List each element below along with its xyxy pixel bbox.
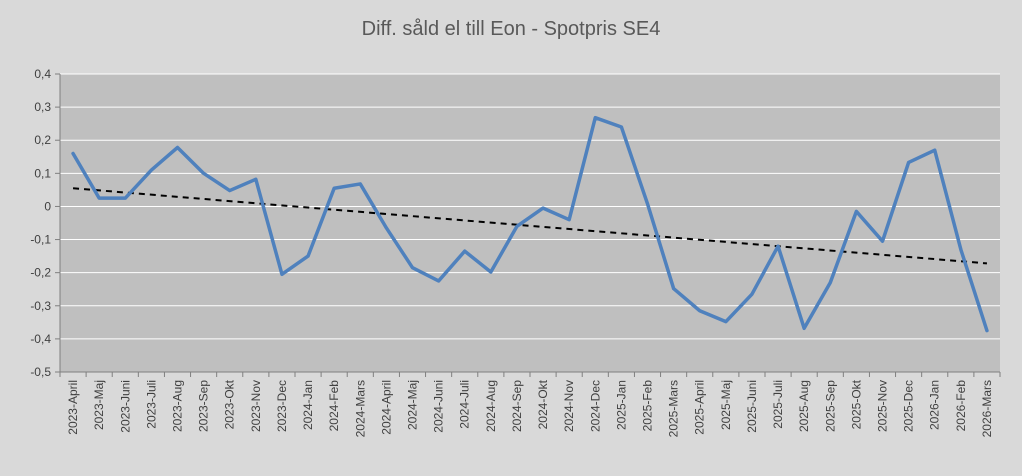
x-tick-label: 2025-Jan [614, 380, 628, 430]
x-tick-label: 2025-Sep [823, 380, 837, 432]
y-tick-label: -0,4 [30, 332, 51, 346]
x-tick-label: 2024-Okt [536, 379, 550, 429]
x-tick-label: 2024-Aug [484, 380, 498, 432]
x-tick-label: 2024-Maj [406, 380, 420, 430]
x-tick-label: 2023-Maj [92, 380, 106, 430]
x-tick-label: 2026-Jan [928, 380, 942, 430]
x-tick-label: 2024-April [379, 380, 393, 435]
x-tick-label: 2025-Okt [849, 379, 863, 429]
y-tick-label: 0,2 [34, 133, 51, 147]
y-tick-label: 0,1 [34, 166, 51, 180]
x-tick-label: 2024-Mars [353, 380, 367, 437]
y-tick-label: -0,1 [30, 233, 51, 247]
x-tick-label: 2025-April [693, 380, 707, 435]
x-tick-label: 2023-Sep [197, 380, 211, 432]
x-tick-label: 2023-Nov [249, 380, 263, 432]
x-tick-label: 2024-Juli [458, 380, 472, 429]
x-tick-label: 2025-Nov [876, 380, 890, 432]
trendline [72, 187, 988, 265]
x-tick-label: 2025-Juli [771, 380, 785, 429]
x-tick-label: 2025-Feb [641, 380, 655, 432]
x-tick-label: 2024-Jan [301, 380, 315, 430]
y-tick-label: 0,4 [34, 67, 51, 81]
x-tick-label: 2023-Dec [275, 380, 289, 432]
x-tick-label: 2025-Dec [902, 380, 916, 432]
y-tick-label: -0,5 [30, 365, 51, 379]
plot-area [60, 74, 1000, 372]
y-tick-label: 0 [44, 199, 51, 213]
x-tick-label: 2024-Dec [588, 380, 602, 432]
x-tick-label: 2025-Juni [745, 380, 759, 433]
x-tick-label: 2023-Juni [118, 380, 132, 433]
x-tick-label: 2023-April [66, 380, 80, 435]
series-line [71, 115, 989, 333]
x-tick-label: 2023-Okt [223, 379, 237, 429]
y-tick-label: -0,2 [30, 266, 51, 280]
x-tick-label: 2023-Aug [171, 380, 185, 432]
x-tick-label: 2024-Juni [432, 380, 446, 433]
x-tick-label: 2026-Feb [954, 380, 968, 432]
x-tick-label: 2024-Nov [562, 380, 576, 432]
x-tick-label: 2025-Maj [719, 380, 733, 430]
chart-title: Diff. såld el till Eon - Spotpris SE4 [361, 18, 661, 40]
x-tick-label: 2024-Sep [510, 380, 524, 432]
y-tick-label: 0,3 [34, 100, 51, 114]
x-tick-label: 2025-Mars [667, 380, 681, 437]
y-tick-label: -0,3 [30, 299, 51, 313]
x-tick-label: 2024-Feb [327, 380, 341, 432]
x-tick-label: 2023-Juli [144, 380, 158, 429]
x-tick-label: 2025-Aug [797, 380, 811, 432]
x-tick-label: 2026-Mars [980, 380, 994, 437]
